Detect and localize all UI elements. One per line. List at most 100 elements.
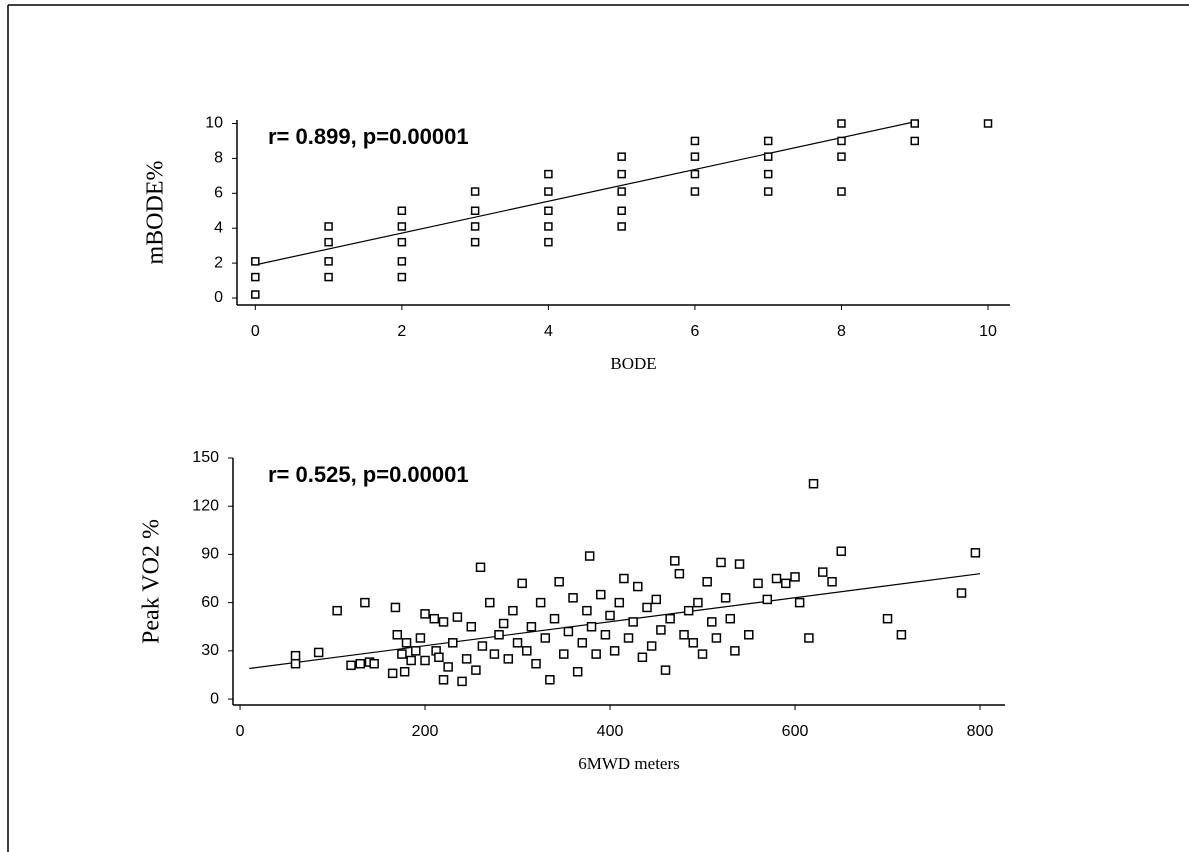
point xyxy=(397,222,407,231)
x-tick-label: 400 xyxy=(597,723,624,740)
point xyxy=(443,662,453,672)
x-tick-label: 6 xyxy=(690,323,699,340)
point xyxy=(837,152,846,161)
point xyxy=(438,675,449,685)
point xyxy=(837,187,846,196)
point xyxy=(420,655,430,666)
point xyxy=(665,613,675,624)
point xyxy=(818,567,828,577)
x-tick-label: 800 xyxy=(967,723,994,740)
point xyxy=(401,638,412,648)
y-tick-label: 120 xyxy=(192,497,219,514)
point xyxy=(628,617,638,627)
point xyxy=(535,597,546,608)
point xyxy=(397,257,407,266)
point xyxy=(544,237,553,247)
point xyxy=(707,617,717,627)
point xyxy=(690,169,700,179)
point xyxy=(390,602,401,613)
point xyxy=(670,556,680,566)
point xyxy=(324,222,333,231)
point xyxy=(614,597,625,608)
point xyxy=(882,613,893,624)
point xyxy=(674,568,685,579)
point xyxy=(790,572,800,582)
y-axis-label: Peak VO2 % xyxy=(139,519,165,644)
point xyxy=(397,272,407,282)
point xyxy=(563,626,574,637)
point xyxy=(470,237,480,247)
point xyxy=(498,618,509,629)
x-axis-label: 6MWD meters xyxy=(578,754,680,773)
point xyxy=(762,594,773,605)
point xyxy=(591,649,601,659)
point xyxy=(251,290,260,299)
x-tick-label: 0 xyxy=(251,323,260,340)
point xyxy=(679,630,689,640)
point xyxy=(837,119,846,128)
point xyxy=(656,625,666,635)
point xyxy=(577,638,588,648)
x-tick-label: 8 xyxy=(837,323,846,340)
point xyxy=(324,272,333,282)
point xyxy=(623,633,634,643)
point xyxy=(711,633,722,643)
point xyxy=(470,206,480,216)
point xyxy=(457,676,467,687)
point xyxy=(910,119,919,128)
y-tick-label: 0 xyxy=(210,690,219,707)
point xyxy=(568,593,578,603)
point xyxy=(531,658,541,669)
point xyxy=(470,222,480,231)
point xyxy=(397,206,407,216)
point xyxy=(544,187,553,196)
point xyxy=(617,187,626,196)
y-tick-label: 10 xyxy=(205,115,223,132)
point xyxy=(554,576,564,587)
point xyxy=(489,649,500,659)
point xyxy=(690,136,700,146)
point xyxy=(720,593,731,603)
point xyxy=(688,638,699,648)
point xyxy=(540,633,551,643)
point xyxy=(397,237,407,247)
point xyxy=(477,641,488,651)
y-tick-label: 150 xyxy=(192,449,219,466)
x-tick-label: 200 xyxy=(412,723,439,740)
point xyxy=(324,237,333,247)
point xyxy=(730,646,740,656)
point xyxy=(617,206,626,216)
point xyxy=(683,605,694,616)
y-axis-label: mBODE% xyxy=(143,161,169,265)
point xyxy=(586,621,597,632)
point xyxy=(690,152,700,161)
point xyxy=(600,630,611,640)
x-tick-label: 4 xyxy=(544,323,553,340)
point xyxy=(836,546,847,556)
point xyxy=(434,652,444,663)
point xyxy=(290,650,301,661)
point xyxy=(452,612,463,622)
point xyxy=(406,655,416,666)
y-tick-label: 60 xyxy=(201,594,219,611)
point xyxy=(369,658,379,669)
point xyxy=(397,649,407,659)
point xyxy=(763,152,773,161)
point xyxy=(808,478,819,489)
point xyxy=(411,646,421,656)
point xyxy=(970,548,981,558)
point xyxy=(485,597,495,608)
y-tick-label: 6 xyxy=(214,185,223,202)
point xyxy=(619,573,629,584)
point xyxy=(494,630,504,640)
point xyxy=(693,597,703,608)
annotation: r= 0.899, p=0.00001 xyxy=(268,124,469,149)
point xyxy=(716,557,726,568)
point xyxy=(549,613,560,624)
point xyxy=(651,594,662,605)
annotation: r= 0.525, p=0.00001 xyxy=(268,462,469,487)
point xyxy=(763,136,773,146)
point xyxy=(697,649,708,659)
